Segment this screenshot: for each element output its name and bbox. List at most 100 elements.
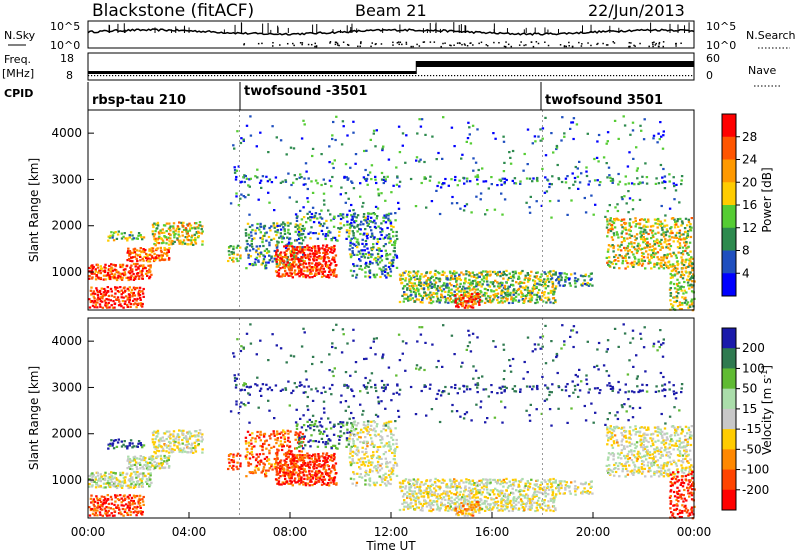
velocity-cell [177,438,180,441]
nave-label: Nave [748,64,776,77]
nave-dot [613,75,615,77]
velocity-cell [333,467,336,470]
power-cell [188,222,191,225]
power-cell [142,249,145,252]
power-cell [656,262,659,265]
velocity-cell [90,501,93,504]
power-cell [466,290,469,293]
velocity-cell [253,445,256,448]
power-cell [329,273,332,276]
nave-dot [592,75,594,77]
search-noise-dot [412,45,414,48]
power-cell [133,255,137,258]
power-cell [438,277,441,280]
velocity-cell [139,472,142,475]
search-noise-dot [374,43,377,46]
velocity-cell [300,481,303,484]
power-cell [249,115,252,118]
power-cell [625,253,628,256]
nave-dot [229,75,231,77]
velocity-cell [291,456,294,459]
velocity-cell [163,432,167,435]
nave-dot [283,75,285,77]
power-cell [493,296,496,299]
power-cell [106,274,109,277]
power-cell [637,242,640,245]
power-cell [302,216,306,219]
power-cell [620,232,623,235]
velocity-cell [312,453,315,456]
power-cell [309,216,312,219]
power-cell [687,245,690,248]
power-cell [333,236,337,239]
power-cell [103,269,107,272]
power-cell [136,297,139,300]
power-cell [639,182,642,185]
power-cell [637,263,640,267]
power-cell [163,235,166,238]
power-cell [149,266,152,269]
velocity-cell [136,445,139,448]
power-cell [111,269,115,272]
power-cell [553,288,556,291]
power-cell [657,244,661,247]
power-cell [140,250,143,253]
power-cell [380,268,383,271]
power-cell [293,249,296,253]
power-cell [422,284,425,287]
power-cell [122,306,125,309]
search-noise-dot [401,43,403,46]
power-cell [151,223,155,226]
power-cell [244,196,247,199]
power-cell [265,231,268,234]
power-cell [279,232,282,235]
power-cell [291,254,294,257]
power-cell [290,269,293,272]
power-cell [176,238,179,241]
power-cell [430,286,433,289]
power-cell [670,226,673,229]
velocity-cell [333,464,336,468]
power-cell [554,271,557,274]
velocity-cell [275,454,279,457]
power-cell [489,270,492,273]
power-cell [668,173,671,176]
power-cell [665,224,669,227]
velocity-cell [294,465,297,468]
power-cell [483,287,487,290]
velocity-cell [188,430,191,433]
power-cell [486,295,490,298]
power-cell [683,280,686,284]
velocity-cell [133,496,137,499]
power-cell [660,135,663,138]
power-cell [480,291,483,294]
power-cell [461,301,465,304]
power-cell [374,276,377,279]
power-cell [304,236,307,239]
velocity-cell [275,470,279,473]
power-cell [651,229,655,232]
power-cell [291,248,294,251]
power-cell [134,302,137,305]
velocity-cell [110,480,114,484]
power-cell [303,260,306,263]
power-cell [477,168,480,172]
search-noise-dot [399,41,402,44]
power-cell [369,253,373,256]
velocity-cell [315,459,319,462]
power-cell [677,292,680,295]
power-cell [576,175,580,178]
power-cell [289,274,293,277]
velocity-cell [263,442,266,445]
power-cell [464,277,467,280]
power-cell [677,263,680,266]
power-cell [510,283,513,286]
power-cell [487,187,490,190]
power-cell [325,233,328,236]
power-cell [465,301,468,304]
power-cell [476,283,480,286]
power-cell [111,275,114,278]
power-cell [456,297,460,300]
velocity-cell [135,457,139,460]
velocity-cell [110,498,113,501]
